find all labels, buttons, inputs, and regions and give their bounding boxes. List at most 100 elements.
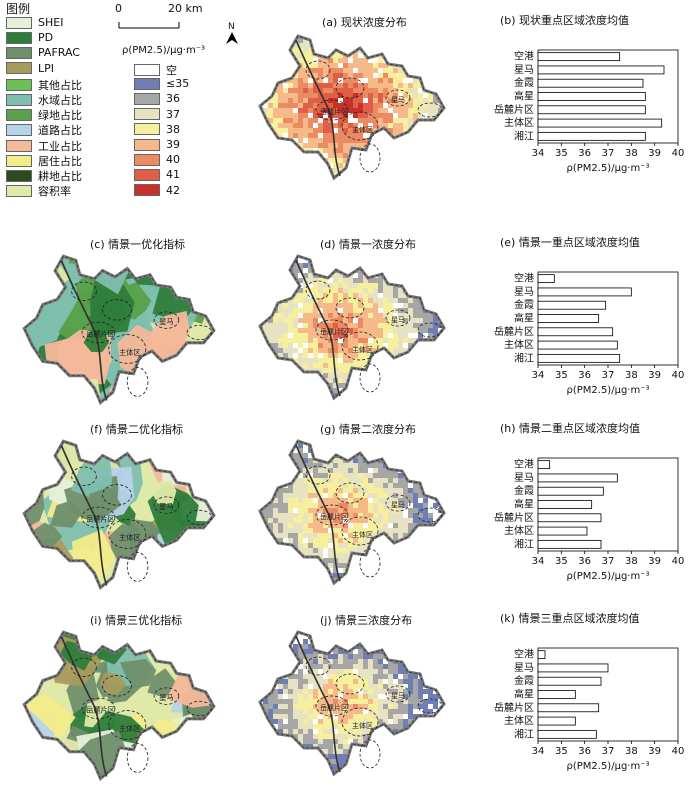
legend-item: 工业占比 — [6, 138, 82, 154]
x-axis-label: ρ(PM2.5)/μg·m⁻³ — [567, 163, 650, 174]
category-label: 岳麓片区 — [494, 701, 534, 714]
bar — [538, 341, 617, 349]
x-tick-label: 38 — [625, 370, 638, 381]
pm-label: 40 — [166, 153, 180, 166]
category-label: 金霞 — [514, 674, 534, 687]
chart-title: (b) 现状重点区域浓度均值 — [500, 13, 629, 27]
map-area-label: 岳麓片区 — [320, 703, 348, 712]
x-tick-label: 39 — [648, 746, 661, 757]
category-label: 岳麓片区 — [494, 103, 534, 116]
x-tick-label: 37 — [602, 746, 615, 757]
legend-item: 居住占比 — [6, 153, 82, 169]
bar — [538, 93, 645, 101]
legend-item: PAFRAC — [6, 46, 80, 59]
bar — [538, 501, 592, 509]
category-label: 岳麓片区 — [494, 511, 534, 524]
map-area-label: 星马 — [159, 502, 173, 511]
pm-legend-item: 38 — [134, 123, 180, 136]
map-area-label: 岳麓片区 — [86, 330, 115, 339]
x-tick-label: 40 — [672, 746, 685, 757]
map-area-label: 主体区 — [352, 125, 373, 134]
x-tick-label: 38 — [625, 148, 638, 159]
map-area-label: 主体区 — [352, 530, 373, 539]
bar — [538, 132, 645, 140]
pm-swatch — [134, 78, 160, 90]
x-tick-label: 35 — [555, 746, 568, 757]
pm-label: 41 — [166, 168, 180, 181]
pm-swatch — [134, 123, 160, 135]
category-label: 金霞 — [514, 298, 534, 311]
x-tick-label: 39 — [648, 370, 661, 381]
legend-label: 水域占比 — [38, 92, 82, 108]
map-area-label: 星马 — [391, 96, 405, 104]
map-area-label: 岳麓片区 — [320, 107, 348, 116]
legend-swatch — [6, 124, 32, 136]
legend-label: 工业占比 — [38, 138, 82, 154]
bar — [538, 288, 631, 296]
scale-start: 0 — [115, 2, 122, 15]
category-label: 空港 — [514, 50, 534, 63]
bar — [538, 704, 599, 712]
bar — [538, 106, 645, 114]
x-tick-label: 34 — [532, 556, 545, 567]
legend-swatch — [6, 140, 32, 152]
bar — [538, 514, 601, 522]
map-area-label: 主体区 — [352, 721, 373, 730]
pm-legend-item: 41 — [134, 168, 180, 181]
category-label: 星马 — [514, 472, 534, 484]
legend-label: PD — [38, 31, 53, 44]
pm-label: 42 — [166, 184, 180, 197]
chart-title: (e) 情景一重点区域浓度均值 — [500, 235, 640, 249]
category-label: 星马 — [514, 64, 534, 76]
bar — [538, 677, 601, 685]
map-area-label: 星马 — [391, 692, 405, 700]
map-raster — [0, 219, 240, 444]
legend-label: 容积率 — [38, 183, 71, 199]
x-tick-label: 34 — [532, 746, 545, 757]
category-label: 湘江 — [514, 537, 534, 550]
pm-legend-item: 40 — [134, 153, 180, 166]
legend-swatch — [6, 62, 32, 74]
bar — [538, 461, 550, 469]
bar — [538, 691, 575, 699]
north-arrow-icon — [226, 32, 238, 44]
x-axis-label: ρ(PM2.5)/μg·m⁻³ — [567, 571, 650, 582]
bar — [538, 664, 608, 672]
category-label: 高星 — [514, 687, 534, 700]
pm-legend-item: 37 — [134, 108, 180, 121]
legend-label: 耕地占比 — [38, 168, 82, 184]
category-label: 主体区 — [504, 715, 534, 727]
scale-end: 20 km — [168, 2, 203, 15]
x-tick-label: 39 — [648, 556, 661, 567]
category-label: 主体区 — [504, 525, 534, 537]
bar — [538, 328, 613, 336]
pm-legend-title: ρ(PM2.5)/μg·m⁻³ — [122, 45, 205, 56]
legend-item: 道路占比 — [6, 122, 82, 138]
map-area-label: 主体区 — [119, 724, 141, 733]
pm-label: 36 — [166, 92, 180, 105]
x-tick-label: 40 — [672, 556, 685, 567]
pm-swatch — [134, 108, 160, 120]
legend-item: 其他占比 — [6, 77, 82, 93]
x-tick-label: 37 — [602, 556, 615, 567]
legend-swatch — [6, 47, 32, 59]
bar — [538, 79, 643, 87]
legend-label: 绿地占比 — [38, 107, 82, 123]
legend-item: SHEI — [6, 16, 63, 29]
bar — [538, 487, 603, 495]
pm-label: 37 — [166, 108, 180, 121]
legend-swatch — [6, 79, 32, 91]
map-area-label: 星马 — [159, 317, 173, 326]
x-axis-label: ρ(PM2.5)/μg·m⁻³ — [567, 761, 650, 772]
category-label: 主体区 — [504, 339, 534, 351]
pm-swatch — [134, 169, 160, 181]
bar — [538, 730, 596, 738]
x-tick-label: 34 — [532, 370, 545, 381]
scale-bar-graphic — [118, 19, 180, 29]
scale-bar — [118, 14, 178, 22]
x-tick-label: 37 — [602, 370, 615, 381]
